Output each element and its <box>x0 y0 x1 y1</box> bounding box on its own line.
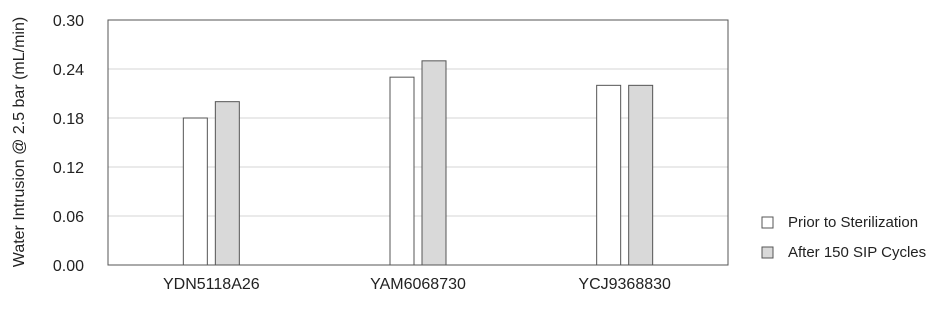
bars <box>182 60 654 266</box>
x-category-label: YCJ9368830 <box>578 276 671 293</box>
legend-swatch <box>761 246 774 259</box>
bar-prior-1 <box>389 76 415 266</box>
y-tick-labels: 0.00 0.06 0.12 0.18 0.24 0.30 <box>53 13 84 275</box>
x-category-label: YDN5118A26 <box>163 276 260 293</box>
bar-prior-2 <box>596 84 622 266</box>
legend-label: After 150 SIP Cycles <box>788 244 926 261</box>
legend-label: Prior to Sterilization <box>788 214 918 231</box>
y-tick-label: 0.30 <box>53 13 84 30</box>
y-tick-label: 0.24 <box>53 62 84 79</box>
bar-prior-0 <box>182 117 208 266</box>
y-tick-label: 0.00 <box>53 258 84 275</box>
legend-swatch <box>761 216 774 229</box>
x-category-labels: YDN5118A26 YAM6068730 YCJ9368830 <box>163 276 671 293</box>
y-tick-label: 0.06 <box>53 209 84 226</box>
y-axis-label: Water Intrusion @ 2.5 bar (mL/min) <box>11 17 28 267</box>
bar-after-2 <box>628 84 654 266</box>
bar-after-0 <box>214 101 240 266</box>
grid-lines <box>108 68 728 217</box>
x-category-label: YAM6068730 <box>370 276 466 293</box>
plot-frame <box>107 19 729 266</box>
legend: Prior to Sterilization After 150 SIP Cycl… <box>761 214 926 261</box>
y-tick-label: 0.12 <box>53 160 84 177</box>
y-tick-label: 0.18 <box>53 111 84 128</box>
bar-after-1 <box>421 60 447 266</box>
